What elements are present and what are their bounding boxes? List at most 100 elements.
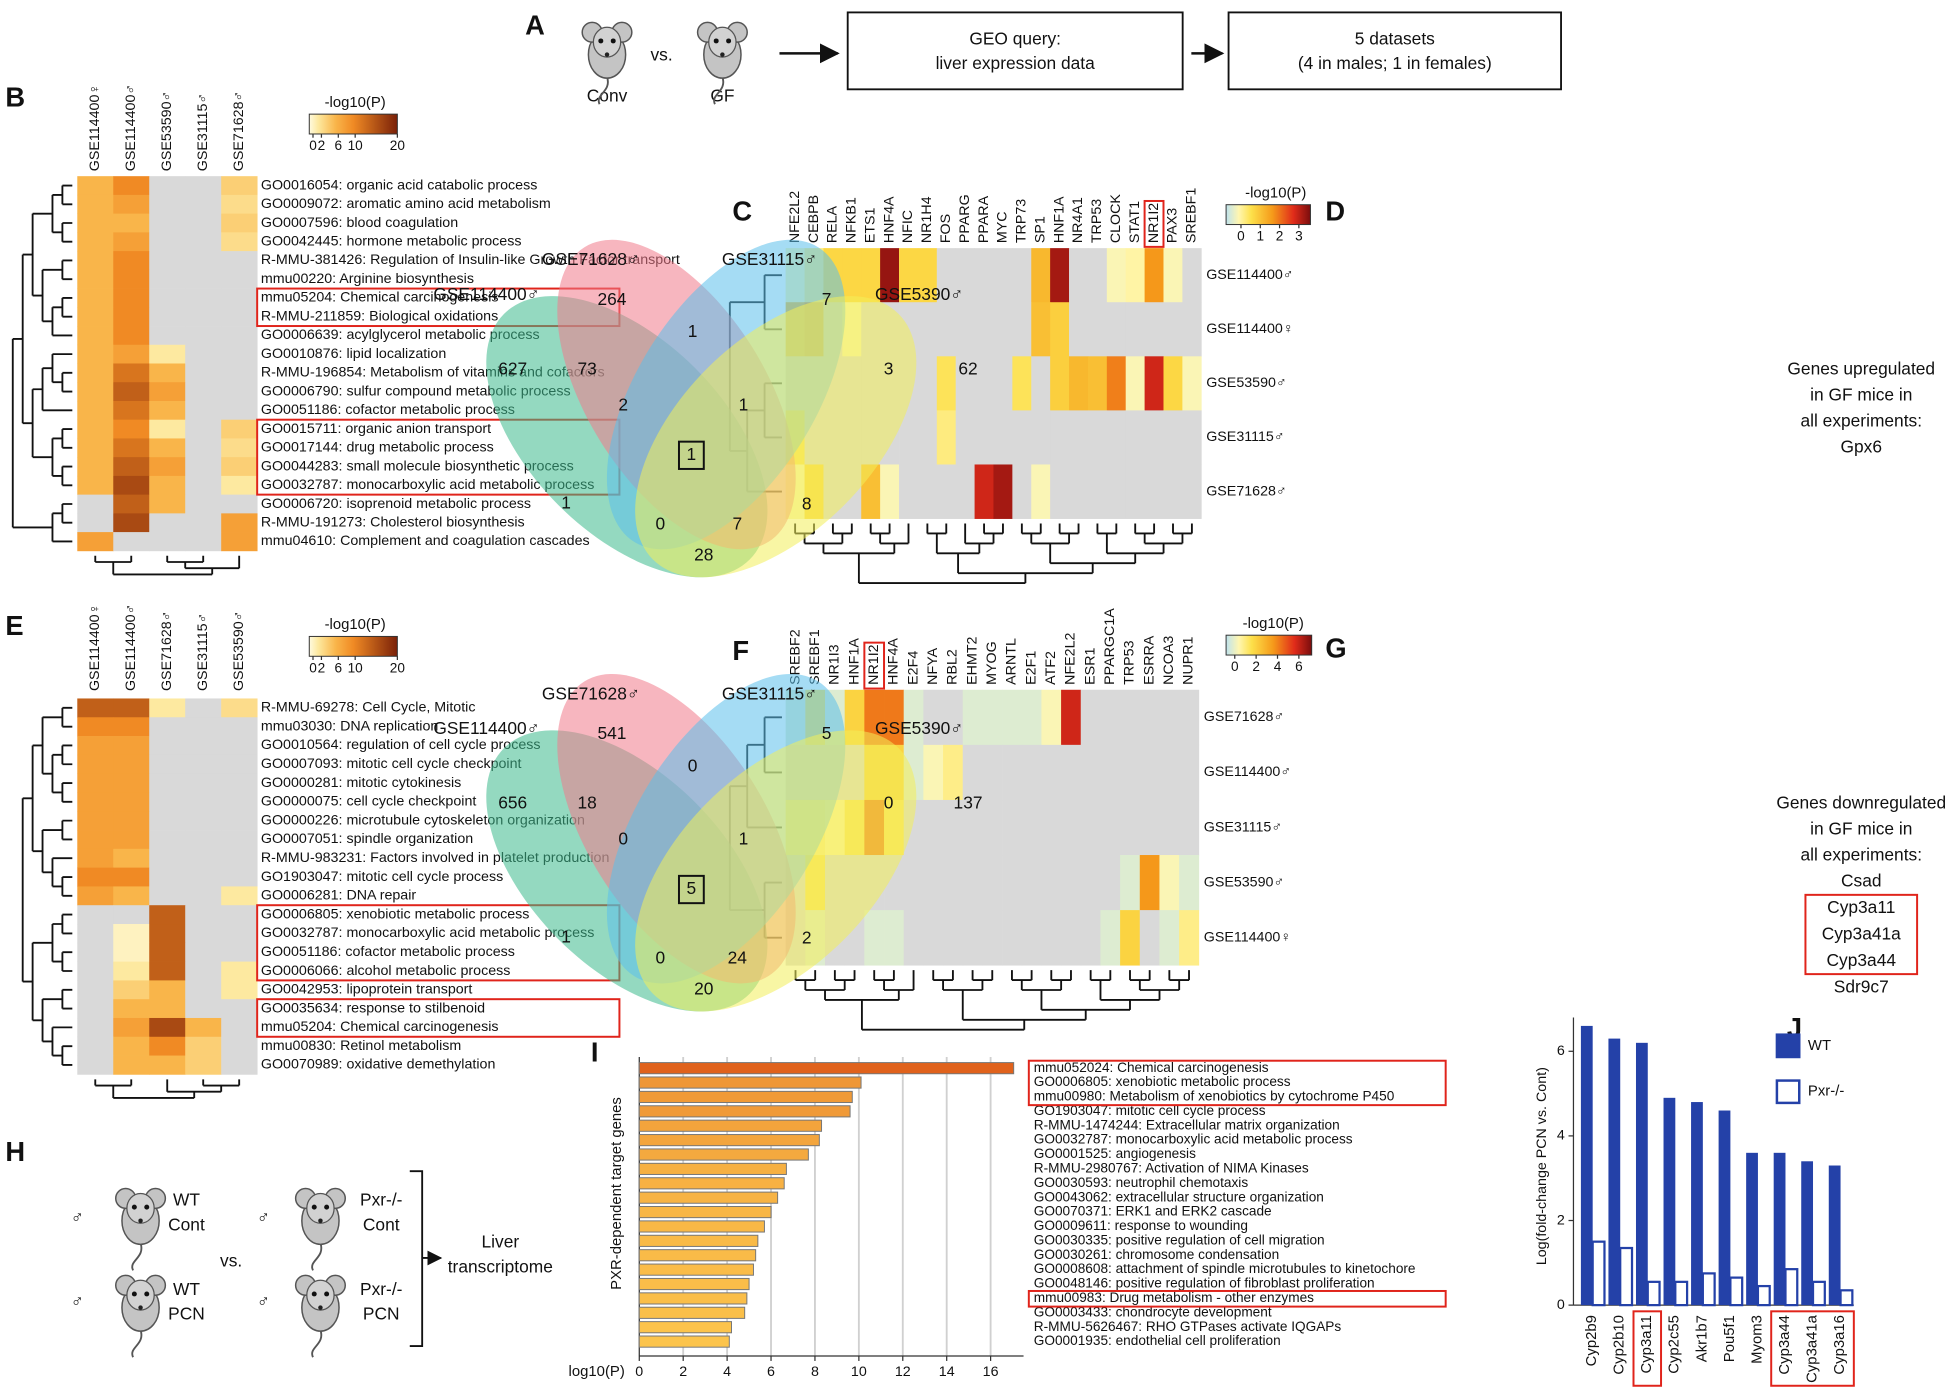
column-label: NFIC [900,210,916,243]
heatmap-cell [842,248,862,303]
heatmap-cell [113,363,150,383]
category-label: GO0001525: angiogenesis [1034,1146,1196,1161]
heatmap-cell [149,344,186,364]
heatmap-cell [936,410,957,465]
heatmap-cell [221,830,258,850]
x-tick-label: 6 [767,1364,775,1380]
dendrogram [1050,970,1072,982]
mouse-nose [138,1305,143,1310]
column-label: EHMT2 [964,636,980,684]
legend-tick-label: 0 [1231,659,1239,674]
heatmap-cell [185,1055,222,1075]
heatmap-cell [113,457,150,477]
group-label: Cont [363,1214,400,1234]
mouse-eye [311,1291,317,1297]
heatmap-cell [1139,855,1160,911]
heatmap-cell [149,232,186,252]
dendrogram [804,980,846,991]
column-label: CEBPB [806,195,822,243]
set-label: GSE31115♂ [722,683,817,703]
mouse-head [126,1279,155,1311]
dendrogram [166,555,205,563]
x-tick-label: 8 [811,1364,819,1380]
heatmap-cell [1144,464,1164,519]
bracket-arrow [409,1170,441,1347]
heatmap-cell [185,419,222,439]
heatmap-cell [185,717,222,737]
dendrogram [1020,980,1063,991]
row-label: GO0015711: organic anion transport [261,421,491,437]
heatmap-cell [149,532,186,552]
region-count: 5 [822,723,832,743]
heatmap-cell [993,410,1013,465]
region-count: 5 [687,878,697,898]
dendrogram [61,428,73,449]
heatmap-cell [1087,464,1108,519]
mouse-eye [324,1291,330,1297]
heatmap-cell [1144,302,1164,357]
row-label: GO0006805: xenobiotic metabolic process [261,906,530,922]
heatmap-cell [1100,744,1121,801]
legend-label: WT [1808,1038,1831,1054]
heatmap-cell [149,194,186,215]
heatmap-cell [149,811,186,831]
bar [1756,1284,1771,1307]
heatmap-cell [77,924,114,944]
heatmap-cell [149,288,186,308]
row-label: GO0035634: response to stilbenoid [261,1000,485,1016]
heatmap-cell [917,356,938,411]
bar [1718,1110,1731,1306]
x-tick-label: 16 [983,1364,999,1380]
bar [638,1191,779,1204]
heatmap-cell [185,886,222,906]
bar [1608,1038,1621,1306]
heatmap-cell [113,698,150,718]
mouse-nose [720,52,725,57]
row-label: GO0016054: organic acid catabolic proces… [261,177,537,193]
heatmap-cell [1050,248,1070,303]
heatmap-cell [1031,248,1051,303]
heatmap-cell [149,961,186,981]
heatmap-cell [1002,744,1023,801]
dendrogram [41,367,73,412]
heatmap-cell [113,942,150,962]
heatmap-cell [974,410,994,465]
mouse-eye [610,38,616,44]
dendrogram [1134,523,1156,535]
heatmap-cell [1106,248,1127,303]
column-label: TRP53 [1089,199,1105,243]
heatmap-cell [1080,744,1101,801]
category-label: GO0043062: extracellular structure organ… [1034,1189,1324,1204]
region-count: 3 [884,358,894,378]
column-label: SREBF1 [807,629,823,685]
heatmap-cell [113,532,150,552]
dendrogram [51,753,63,794]
heatmap-cell [113,232,150,252]
dendrogram [1020,523,1042,535]
heatmap-cell [185,754,222,775]
row-label: GO0006281: DNA repair [261,888,417,904]
heatmap-cell [1106,464,1127,519]
dendrogram [61,297,73,318]
mouse-eye [713,38,719,44]
column-label: HNF4A [886,638,902,685]
heatmap-cell [962,799,983,856]
dendrogram [61,222,73,243]
legend-title: -log10(P) [325,95,386,111]
heatmap-cell [1061,855,1082,911]
heatmap-cell [1125,356,1145,411]
dendrogram [926,523,948,535]
heatmap-cell [113,830,150,850]
region-count: 541 [597,723,626,743]
row-label: GO0007596: blood coagulation [261,215,458,231]
highlight-box [256,998,621,1038]
legend-swatch [1775,1033,1801,1059]
category-label: GO0030335: positive regulation of cell m… [1034,1232,1325,1247]
heatmap-cell [149,400,186,421]
legend-tick-label: 0 [1237,229,1245,244]
dendrogram [94,1079,133,1087]
bar [638,1062,1015,1075]
row-label: GO0009072: aromatic amino acid metabolis… [261,196,551,212]
bar [1811,1280,1826,1307]
gene-name: Csad [1841,871,1882,891]
